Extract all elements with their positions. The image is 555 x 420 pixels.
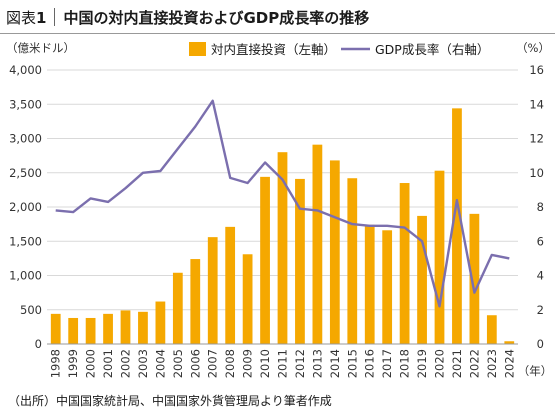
x-tick-label: 1998 [49, 349, 63, 378]
x-tick-label: 2011 [276, 349, 290, 378]
y-left-tick-label: 2,000 [9, 200, 42, 214]
y-left-tick-label: 4,000 [9, 63, 42, 77]
bar [190, 259, 201, 344]
x-tick-label: 2023 [485, 349, 499, 378]
bar [295, 178, 305, 344]
y-left-tick-label: 1,500 [9, 234, 42, 248]
bar [486, 315, 497, 344]
x-tick-label: 2024 [502, 349, 516, 378]
figure-number: 1 [36, 8, 47, 27]
bar [120, 310, 131, 344]
bar [260, 176, 270, 344]
figure-label-text: 図表 [6, 8, 37, 27]
y-right-tick-label: 4 [537, 269, 544, 283]
bar [364, 224, 375, 344]
title-separator [54, 8, 56, 26]
x-tick-label: 2000 [84, 349, 98, 378]
x-tick-label: 2014 [328, 349, 342, 378]
bar [469, 213, 480, 344]
x-tick-label: 1999 [66, 349, 80, 378]
x-tick-label: 2003 [136, 349, 150, 378]
y-right-tick-label: 12 [529, 132, 544, 146]
y-left-tick-label: 2,500 [9, 166, 42, 180]
y-right-tick-label: 6 [537, 234, 544, 248]
x-tick-label: 2009 [241, 349, 255, 378]
bar [417, 215, 427, 344]
bar [399, 183, 410, 344]
legend-label-bar: 対内直接投資（左軸） [211, 42, 336, 57]
y-left-tick-label: 3,500 [9, 97, 42, 111]
legend-swatch-bar [189, 42, 206, 56]
x-tick-label: 2019 [415, 349, 429, 378]
bar [329, 160, 340, 344]
y-left-tick-label: 3,000 [9, 132, 42, 146]
x-tick-label: 2004 [153, 349, 167, 378]
bar [347, 178, 358, 344]
y-left-unit: （億米ドル） [6, 41, 75, 55]
x-tick-label: 2021 [450, 349, 464, 378]
x-tick-label: 2013 [310, 349, 324, 378]
legend-label-line: GDP成長率（右軸） [375, 42, 489, 57]
y-left-tick-label: 0 [35, 337, 42, 351]
bar [504, 341, 515, 344]
bar [277, 152, 288, 344]
chart-title: 中国の対内直接投資およびGDP成長率の推移 [63, 8, 370, 27]
source-note: （出所）中国国家統計局、中国国家外貨管理局より筆者作成 [8, 394, 332, 408]
x-tick-label: 2002 [119, 349, 133, 378]
x-tick-label: 2007 [206, 349, 220, 378]
bar [103, 313, 113, 344]
bar [50, 313, 61, 344]
x-tick-label: 2022 [467, 349, 481, 378]
bar [452, 108, 462, 344]
y-left-tick-label: 1,000 [9, 269, 42, 283]
y-right-tick-label: 0 [537, 337, 544, 351]
bar [312, 144, 323, 344]
y-right-tick-label: 14 [529, 97, 544, 111]
gdp-growth-line [55, 99, 510, 308]
y-right-tick-label: 10 [529, 166, 544, 180]
bar [138, 311, 148, 344]
x-tick-label: 2020 [433, 349, 447, 378]
y-right-tick-label: 2 [537, 303, 544, 317]
bar [172, 272, 183, 344]
x-tick-label: 2016 [363, 349, 377, 378]
bar [155, 301, 166, 344]
y-right-tick-label: 8 [537, 200, 544, 214]
x-tick-label: 2017 [380, 349, 394, 378]
bar [68, 317, 79, 344]
bar [382, 230, 393, 344]
x-tick-label: 2018 [398, 349, 412, 378]
x-tick-label: 2005 [171, 349, 185, 378]
bar [85, 317, 96, 344]
y-left-tick-label: 500 [20, 303, 42, 317]
bar [225, 226, 236, 344]
x-tick-label: 2012 [293, 349, 307, 378]
bar [207, 237, 218, 344]
y-right-unit: （%） [516, 41, 550, 55]
y-right-tick-label: 16 [529, 63, 544, 77]
title-row: 図表1 中国の対内直接投資およびGDP成長率の推移 [0, 0, 369, 34]
x-tick-label: 2001 [101, 349, 115, 378]
bar [434, 170, 445, 344]
x-tick-label: 2008 [223, 349, 237, 378]
x-tick-label: 2010 [258, 349, 272, 378]
x-unit: （年） [518, 364, 553, 378]
bar [242, 254, 253, 344]
x-tick-label: 2015 [345, 349, 359, 378]
title-rule [0, 33, 555, 34]
x-tick-label: 2006 [188, 349, 202, 378]
figure-label: 図表1 [0, 7, 46, 28]
